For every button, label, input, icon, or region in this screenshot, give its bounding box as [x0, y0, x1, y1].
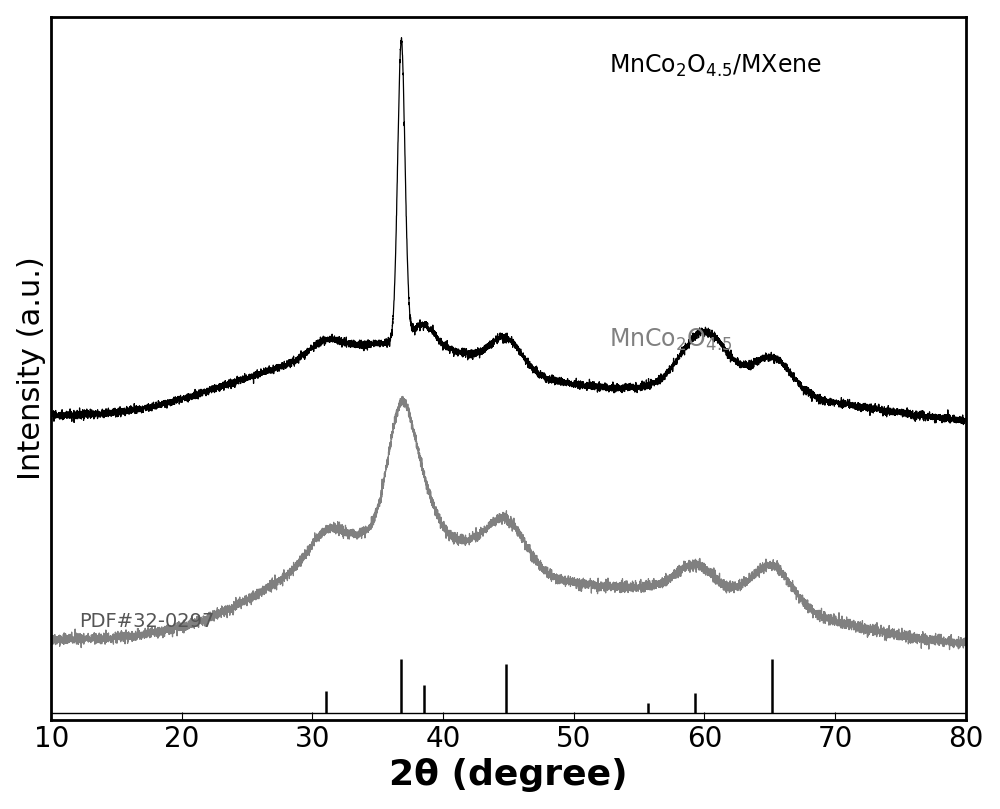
Text: MnCo$_2$O$_{4.5}$: MnCo$_2$O$_{4.5}$ — [609, 327, 732, 354]
X-axis label: 2θ (degree): 2θ (degree) — [389, 758, 628, 792]
Text: MnCo$_2$O$_{4.5}$/MXene: MnCo$_2$O$_{4.5}$/MXene — [609, 53, 822, 79]
Y-axis label: Intensity (a.u.): Intensity (a.u.) — [17, 256, 46, 481]
Text: PDF#32-0297: PDF#32-0297 — [79, 612, 214, 631]
